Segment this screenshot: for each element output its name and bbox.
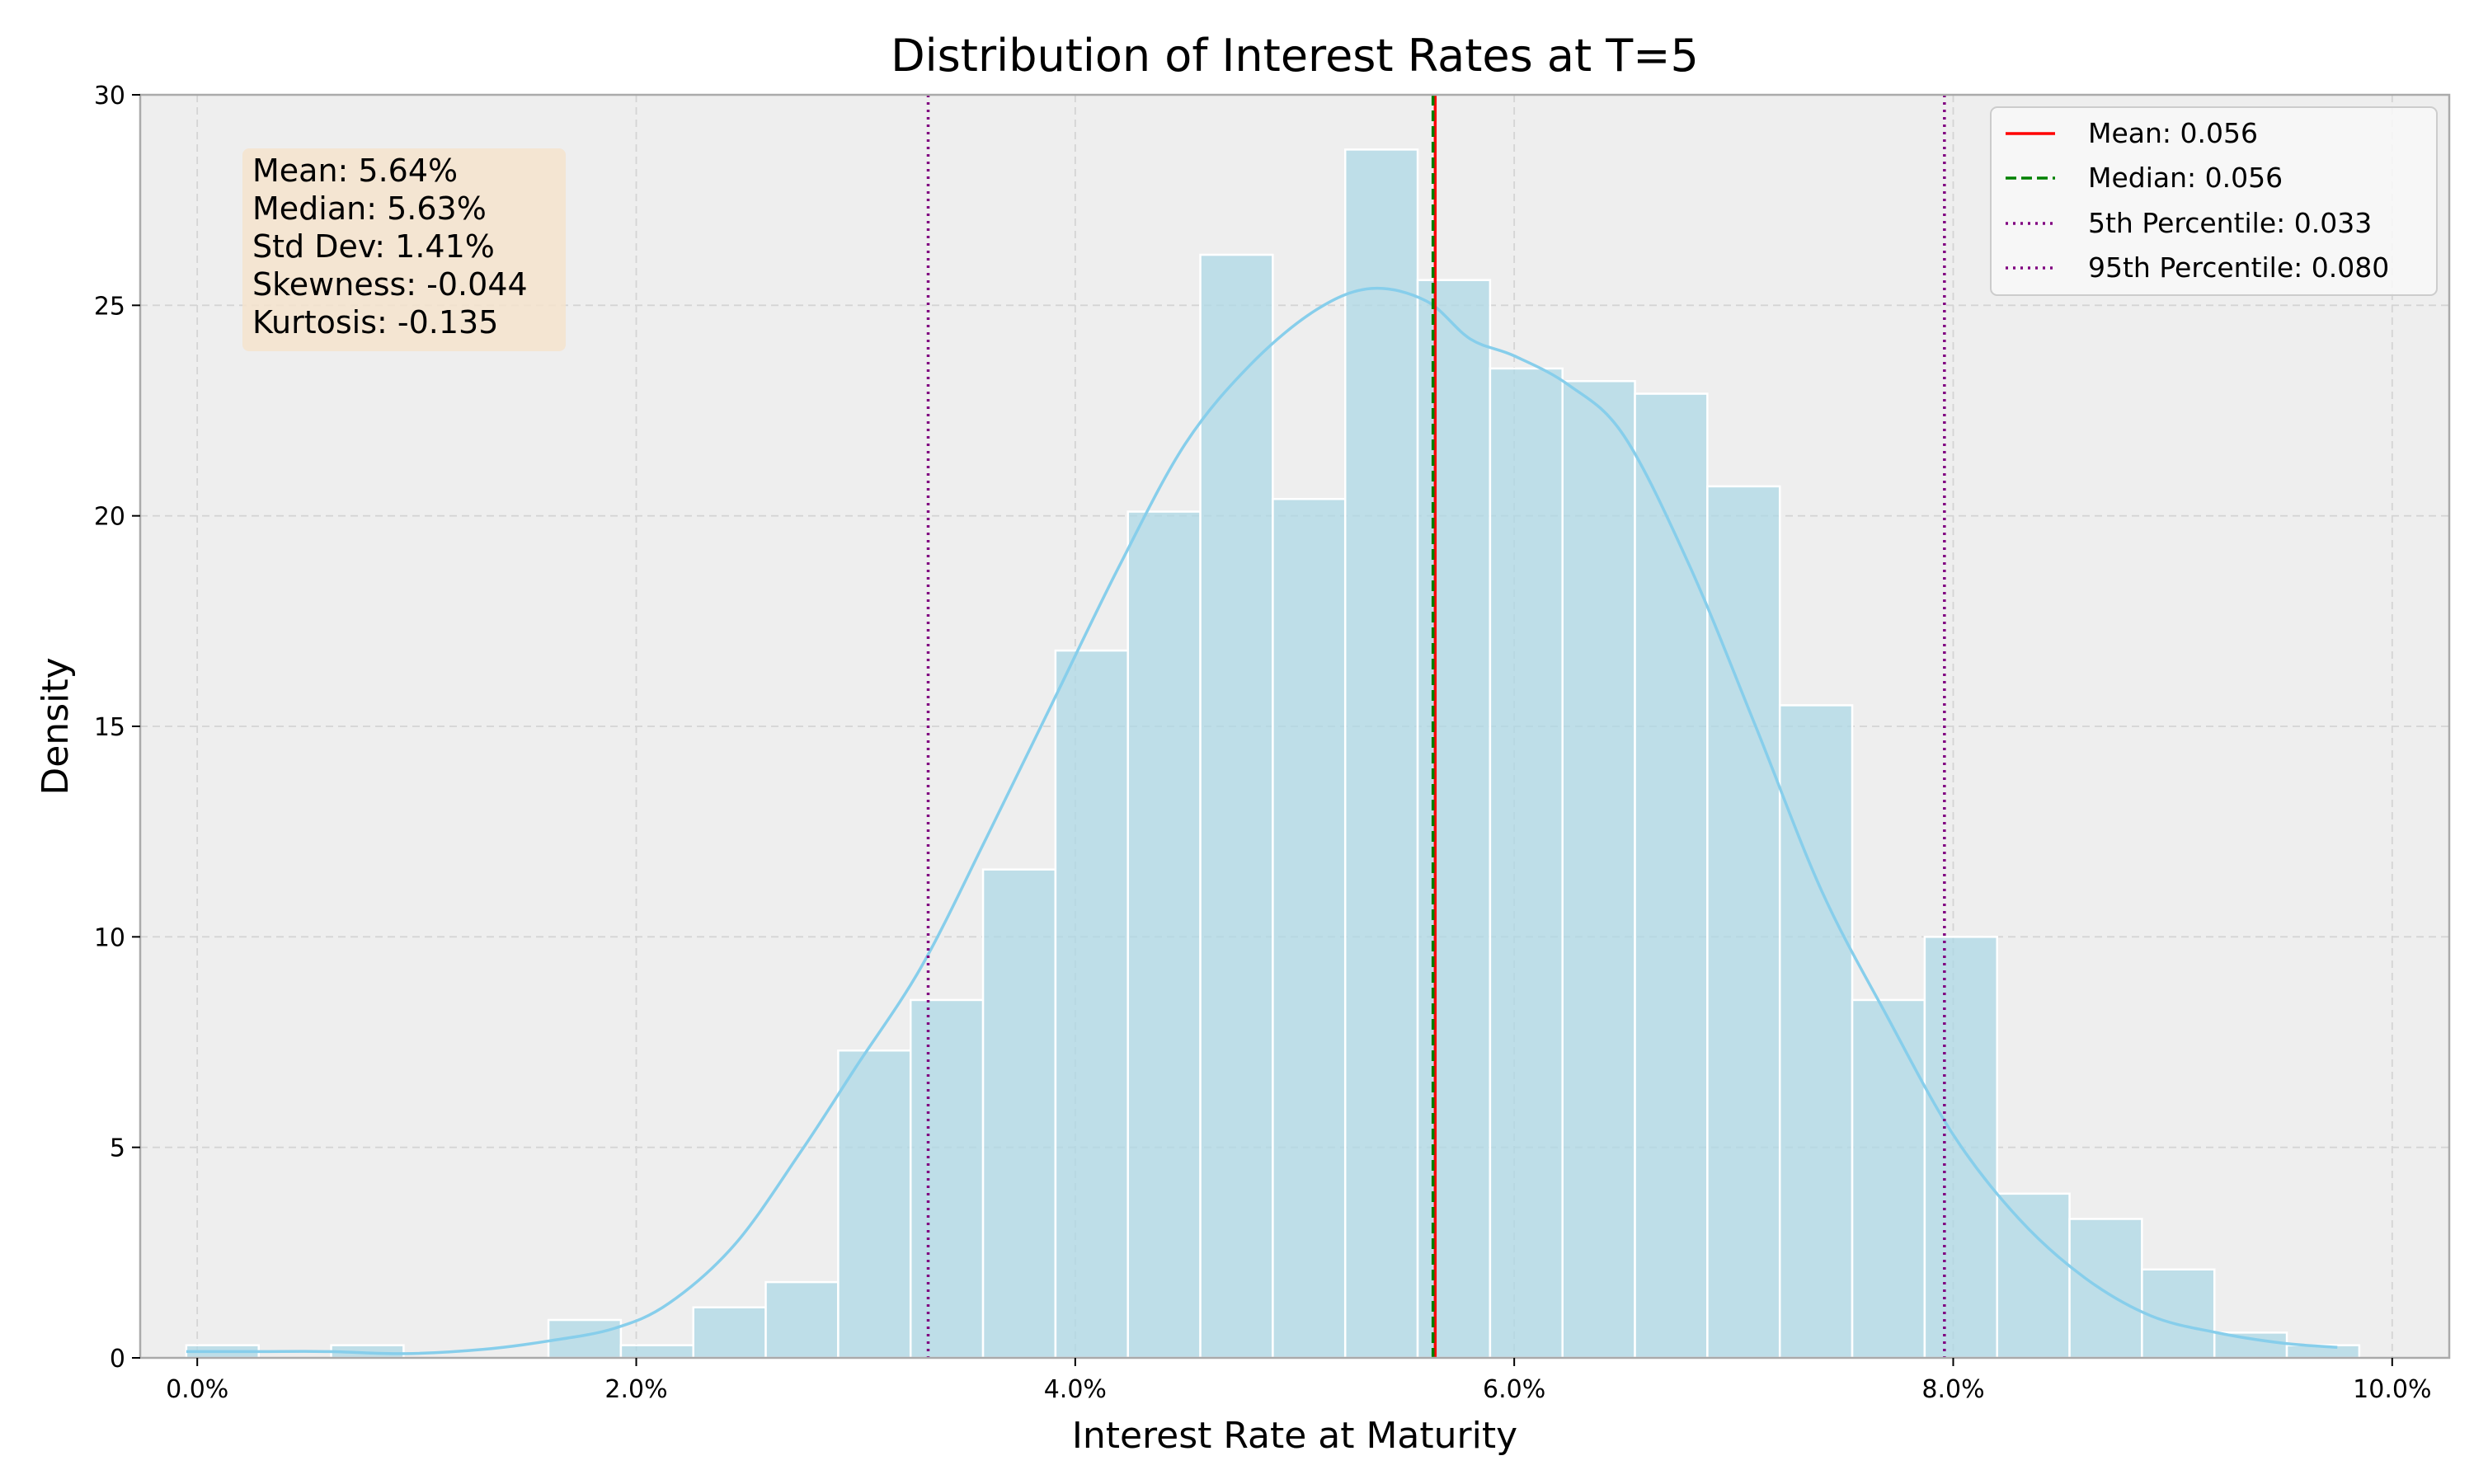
histogram-bar: [1054, 649, 1129, 1360]
histogram-bar: [981, 868, 1057, 1360]
histogram-bar: [1489, 367, 1564, 1360]
y-tick-label: 15: [94, 713, 125, 742]
x-tick-label: 4.0%: [1044, 1375, 1107, 1404]
x-tick-label: 2.0%: [604, 1375, 667, 1404]
stats-mean: Mean: 5.64%: [252, 153, 458, 189]
histogram-bar: [1706, 485, 1781, 1360]
histogram-bar: [1634, 392, 1709, 1360]
reference-lines: [926, 95, 1946, 1358]
histogram-bar: [2141, 1268, 2216, 1360]
stats-median: Median: 5.63%: [252, 190, 487, 227]
legend-label-p95: 95th Percentile: 0.080: [2088, 251, 2389, 284]
y-tick-label: 5: [110, 1134, 125, 1163]
histogram-bar: [1996, 1192, 2071, 1360]
stats-std-dev: Std Dev: 1.41%: [252, 228, 495, 265]
stats-box-background: [242, 148, 566, 351]
histogram-bar: [909, 998, 985, 1360]
x-axis-label: Interest Rate at Maturity: [1072, 1415, 1517, 1457]
kde-curve: [186, 286, 2338, 1355]
histogram-bar: [1272, 497, 1347, 1360]
legend-box: [1990, 106, 2438, 296]
x-tick-label: 0.0%: [166, 1375, 228, 1404]
histogram-bar: [1199, 253, 1274, 1360]
x-tick-label: 10.0%: [2353, 1375, 2431, 1404]
histogram-bar: [1416, 279, 1492, 1360]
stats-skewness: Skewness: -0.044: [252, 266, 528, 303]
y-tick-label: 10: [94, 923, 125, 952]
histogram-bars: [185, 148, 2361, 1360]
histogram-bar: [1561, 380, 1636, 1360]
chart-title: Distribution of Interest Rates at T=5: [891, 30, 1699, 82]
histogram-bar: [1126, 510, 1202, 1360]
legend-label-median: Median: 0.056: [2088, 162, 2283, 194]
y-axis-ticks: 0 5 10 15 20 25 30: [94, 82, 140, 1374]
legend-label-p5: 5th Percentile: 0.033: [2088, 207, 2372, 239]
legend: Mean: 0.056 Median: 0.056 5th Percentile…: [1990, 106, 2438, 296]
x-axis-ticks: 0.0% 2.0% 4.0% 6.0% 8.0% 10.0%: [166, 1358, 2431, 1404]
histogram-bar: [2213, 1331, 2288, 1360]
histogram-bar: [1778, 704, 1854, 1360]
x-tick-label: 8.0%: [1921, 1375, 1984, 1404]
y-tick-label: 20: [94, 503, 125, 532]
legend-label-mean: Mean: 0.056: [2088, 117, 2258, 149]
stats-kurtosis: Kurtosis: -0.135: [252, 304, 498, 340]
histogram-bar: [837, 1049, 912, 1360]
histogram-bar: [764, 1280, 840, 1360]
histogram-bar: [619, 1344, 694, 1360]
y-tick-label: 25: [94, 292, 125, 321]
kde-line: [186, 286, 2338, 1355]
y-tick-label: 30: [94, 82, 125, 110]
x-tick-label: 6.0%: [1483, 1375, 1545, 1404]
histogram-bar: [1343, 148, 1419, 1360]
histogram-bar: [692, 1306, 767, 1360]
stats-box: Mean: 5.64% Median: 5.63% Std Dev: 1.41%…: [242, 148, 566, 351]
histogram-bar: [2068, 1218, 2143, 1360]
histogram-bar: [1851, 998, 1926, 1360]
y-tick-label: 0: [110, 1345, 125, 1374]
y-axis-label: Density: [35, 657, 77, 795]
